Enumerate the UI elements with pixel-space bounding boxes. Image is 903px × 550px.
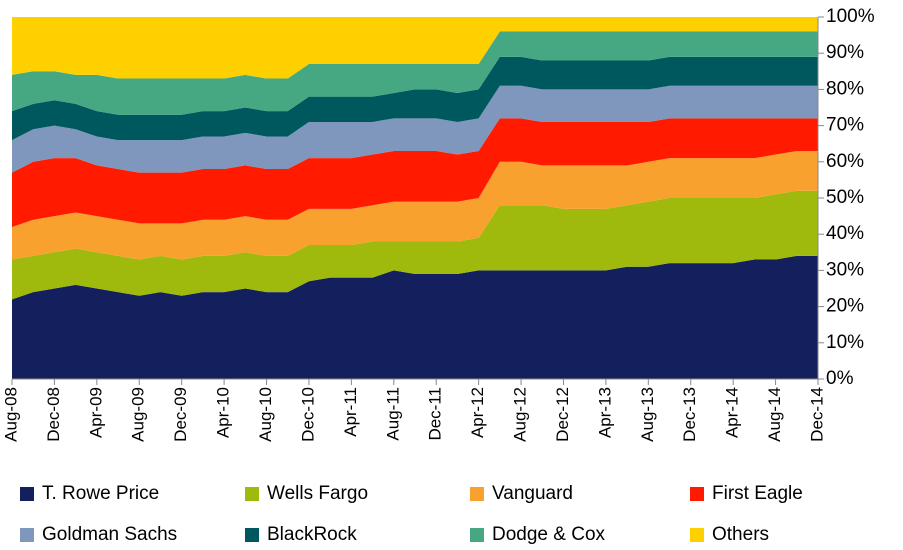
y-tick-label: 70%	[826, 115, 864, 136]
y-tick-label: 60%	[826, 151, 864, 172]
area	[12, 31, 818, 115]
legend-label: First Eagle	[712, 483, 803, 504]
legend-swatch	[20, 528, 34, 542]
x-tick-label: Apr-10	[214, 387, 233, 438]
x-tick-label: Apr-13	[595, 387, 614, 438]
legend-label: Vanguard	[492, 483, 573, 504]
legend-label: Dodge & Cox	[492, 524, 606, 545]
legend-label: Goldman Sachs	[42, 524, 177, 545]
legend-swatch	[245, 487, 259, 501]
x-tick-label: Dec-09	[171, 387, 190, 442]
x-tick-label: Aug-11	[383, 387, 402, 441]
legend-label: T. Rowe Price	[42, 483, 159, 504]
y-tick-label: 80%	[826, 78, 864, 99]
y-tick-label: 40%	[826, 223, 864, 244]
y-tick-label: 0%	[826, 368, 854, 389]
x-tick-label: Apr-14	[723, 387, 742, 438]
legend-swatch	[470, 487, 484, 501]
legend-swatch	[245, 528, 259, 542]
area	[12, 56, 818, 141]
x-tick-label: Aug-08	[1, 387, 20, 442]
area	[12, 17, 818, 79]
legend-label: Wells Fargo	[267, 483, 368, 504]
x-tick-label: Dec-12	[553, 387, 572, 442]
y-tick-label: 20%	[826, 296, 864, 317]
x-tick-label: Aug-12	[511, 387, 530, 442]
x-tick-label: Dec-08	[44, 387, 63, 442]
x-tick-label: Aug-09	[129, 387, 148, 442]
y-tick-label: 30%	[826, 259, 864, 280]
y-tick-label: 10%	[826, 332, 864, 353]
x-tick-label: Apr-12	[468, 387, 487, 438]
y-tick-label: 50%	[826, 187, 864, 208]
legend-swatch	[690, 528, 704, 542]
area	[12, 190, 818, 300]
area	[12, 255, 818, 379]
area	[12, 118, 818, 227]
x-tick-label: Apr-09	[86, 387, 105, 438]
legend-swatch	[20, 487, 34, 501]
legend-swatch	[690, 487, 704, 501]
legend-swatch	[470, 528, 484, 542]
legend-label: BlackRock	[267, 524, 357, 545]
x-tick-label: Dec-14	[807, 387, 826, 442]
x-tick-label: Dec-10	[298, 387, 317, 442]
x-tick-label: Dec-11	[426, 387, 445, 441]
y-tick-label: 90%	[826, 42, 864, 63]
x-tick-label: Aug-10	[256, 387, 275, 442]
x-tick-label: Dec-13	[680, 387, 699, 442]
x-tick-label: Aug-14	[765, 387, 784, 442]
y-tick-label: 100%	[826, 6, 875, 27]
x-tick-label: Apr-11	[341, 387, 360, 437]
x-tick-label: Aug-13	[638, 387, 657, 442]
area	[12, 150, 818, 260]
legend-label: Others	[712, 524, 769, 545]
area	[12, 85, 818, 173]
